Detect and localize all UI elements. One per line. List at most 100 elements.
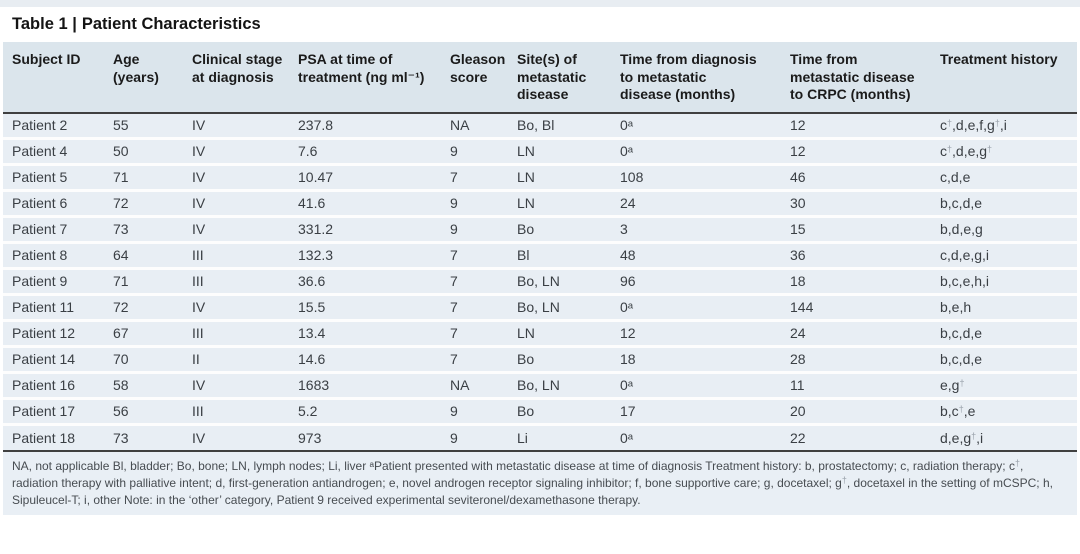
table-cell: III	[192, 321, 298, 348]
column-header: Time from diagnosis to metastatic diseas…	[620, 42, 790, 114]
table-row: Patient 4 50 IV 7.6 9 LN 0ᵃ 12 c†,d,e,g†	[3, 139, 1077, 166]
table-cell: 9	[450, 399, 517, 426]
table-cell: IV	[192, 373, 298, 400]
table-cell: 96	[620, 269, 790, 296]
column-header: Site(s) of metastatic disease	[517, 42, 620, 114]
table-cell: 0ᵃ	[620, 113, 790, 140]
table-footnote: NA, not applicable Bl, bladder; Bo, bone…	[3, 451, 1077, 515]
table-cell: Bl	[517, 243, 620, 270]
table-head: Subject ID Age (years) Clinical stage at d…	[3, 42, 1077, 114]
page-top-margin	[0, 0, 1080, 7]
table-cell: IV	[192, 165, 298, 192]
table-cell: Patient 12	[3, 321, 113, 348]
table-row: Patient 17 56 III 5.2 9 Bo 17 20 b,c†,e	[3, 399, 1077, 426]
table-cell: c†,d,e,f,g†,i	[940, 113, 1077, 140]
table-cell: IV	[192, 425, 298, 452]
table-cell: Li	[517, 425, 620, 452]
table-cell: b,c,d,e	[940, 347, 1077, 374]
table-cell: 58	[113, 373, 192, 400]
table-cell: 15.5	[298, 295, 450, 322]
table-cell: 48	[620, 243, 790, 270]
table-cell: 12	[790, 139, 940, 166]
table-row: Patient 8 64 III 132.3 7 Bl 48 36 c,d,e,g,i	[3, 243, 1077, 270]
table-cell: 331.2	[298, 217, 450, 244]
table-cell: 12	[620, 321, 790, 348]
table-cell: c,d,e,g,i	[940, 243, 1077, 270]
table-row: Patient 2 55 IV 237.8 NA Bo, Bl 0ᵃ 12 c†,d,e,f,g…	[3, 113, 1077, 140]
table-cell: 24	[790, 321, 940, 348]
column-header: Time from metastatic disease to CRPC (mo…	[790, 42, 940, 114]
table-cell: LN	[517, 139, 620, 166]
table-cell: 9	[450, 425, 517, 452]
table-cell: 15	[790, 217, 940, 244]
table-cell: Patient 4	[3, 139, 113, 166]
table-row: Patient 16 58 IV 1683 NA Bo, LN 0ᵃ 11 e,g†	[3, 373, 1077, 400]
table-cell: 7	[450, 165, 517, 192]
table-cell: 9	[450, 191, 517, 218]
table-cell: 132.3	[298, 243, 450, 270]
table-row: Patient 14 70 II 14.6 7 Bo 18 28 b,c,d,e	[3, 347, 1077, 374]
table-row: Patient 18 73 IV 973 9 Li 0ᵃ 22 d,e,g†,i	[3, 425, 1077, 452]
table-row: Patient 6 72 IV 41.6 9 LN 24 30 b,c,d,e	[3, 191, 1077, 218]
table-cell: c†,d,e,g†	[940, 139, 1077, 166]
table-cell: IV	[192, 139, 298, 166]
table-cell: 1683	[298, 373, 450, 400]
table-cell: 72	[113, 295, 192, 322]
table-cell: 50	[113, 139, 192, 166]
table-cell: LN	[517, 165, 620, 192]
table-cell: Bo, Bl	[517, 113, 620, 140]
table-cell: 12	[790, 113, 940, 140]
table-cell: 73	[113, 217, 192, 244]
table-cell: Bo	[517, 399, 620, 426]
table-cell: Bo, LN	[517, 373, 620, 400]
table-cell: 36	[790, 243, 940, 270]
table-cell: 30	[790, 191, 940, 218]
table-cell: 237.8	[298, 113, 450, 140]
table-cell: 67	[113, 321, 192, 348]
table-cell: b,e,h	[940, 295, 1077, 322]
table-cell: 36.6	[298, 269, 450, 296]
table-cell: IV	[192, 113, 298, 140]
table-cell: Patient 18	[3, 425, 113, 452]
table-cell: 71	[113, 269, 192, 296]
table-cell: 7	[450, 243, 517, 270]
table-cell: Patient 16	[3, 373, 113, 400]
table-cell: Bo	[517, 347, 620, 374]
table-cell: 7	[450, 347, 517, 374]
table-row: Patient 5 71 IV 10.47 7 LN 108 46 c,d,e	[3, 165, 1077, 192]
table-cell: 10.47	[298, 165, 450, 192]
table-cell: e,g†	[940, 373, 1077, 400]
table-cell: 973	[298, 425, 450, 452]
table-cell: III	[192, 269, 298, 296]
column-header: PSA at time of treatment (ng ml⁻¹)	[298, 42, 450, 114]
table-cell: b,c,e,h,i	[940, 269, 1077, 296]
table-label: Table 1 |	[12, 15, 77, 33]
table-cell: 70	[113, 347, 192, 374]
table-cell: b,c,d,e	[940, 321, 1077, 348]
table-cell: 46	[790, 165, 940, 192]
table-cell: 14.6	[298, 347, 450, 374]
table-cell: 28	[790, 347, 940, 374]
table-cell: 71	[113, 165, 192, 192]
table-cell: Bo	[517, 217, 620, 244]
table-cell: 7	[450, 269, 517, 296]
table-cell: 24	[620, 191, 790, 218]
table-cell: 0ᵃ	[620, 139, 790, 166]
table-cell: III	[192, 243, 298, 270]
table-cell: 5.2	[298, 399, 450, 426]
column-header: Gleason score	[450, 42, 517, 114]
table-cell: 73	[113, 425, 192, 452]
table-cell: II	[192, 347, 298, 374]
table-cell: 13.4	[298, 321, 450, 348]
table-cell: 9	[450, 217, 517, 244]
table-cell: Patient 5	[3, 165, 113, 192]
table-cell: III	[192, 399, 298, 426]
table-cell: IV	[192, 295, 298, 322]
header-row: Subject ID Age (years) Clinical stage at d…	[3, 42, 1077, 114]
table-cell: c,d,e	[940, 165, 1077, 192]
table-cell: 0ᵃ	[620, 425, 790, 452]
table-cell: NA	[450, 113, 517, 140]
table-cell: 72	[113, 191, 192, 218]
table-cell: 20	[790, 399, 940, 426]
table-title: Patient Characteristics	[81, 15, 261, 33]
